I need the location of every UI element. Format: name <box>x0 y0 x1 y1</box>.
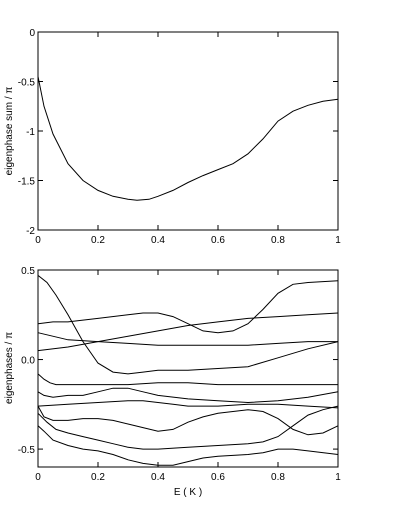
top-x-tick-label: 1 <box>335 235 341 246</box>
top-y-tick-label: -1.5 <box>18 177 36 188</box>
top-ticks-group: 0 0.2 0.4 0.6 0.8 1 0 -0.5 -1 -1.5 -2 <box>18 28 341 246</box>
bottom-series-5-line <box>37 373 338 386</box>
bottom-series-6-line <box>37 387 339 404</box>
top-panel: 0 0.2 0.4 0.6 0.8 1 0 -0.5 -1 -1.5 -2 eigenphase s… <box>4 28 341 246</box>
top-x-tick-label: 0.4 <box>151 235 165 246</box>
bottom-series-7-line <box>37 400 339 409</box>
top-y-tick-label: -2 <box>26 226 35 237</box>
bottom-x-tick-label: 0.6 <box>211 472 225 483</box>
top-y-axis-title: eigenphase sum / π <box>4 87 15 176</box>
bottom-series-9-line <box>37 405 339 450</box>
bottom-series-8-line <box>37 405 339 436</box>
bottom-y-axis-title: eigenphases / π <box>4 332 15 404</box>
bottom-series-10-line <box>37 425 339 466</box>
top-y-tick-label: -0.5 <box>18 78 36 89</box>
top-plot-frame <box>37 31 339 231</box>
bottom-y-tick-label: 0.0 <box>21 356 35 367</box>
bottom-x-tick-label: 0.8 <box>271 472 285 483</box>
bottom-x-tick-label: 1 <box>335 472 341 483</box>
bottom-series-1-line <box>37 275 339 375</box>
bottom-ticks-group: 0 0.2 0.4 0.6 0.8 1 0.5 0.0 -0.5 <box>18 266 341 483</box>
bottom-series-group <box>37 275 339 466</box>
bottom-x-tick-label: 0.4 <box>151 472 165 483</box>
top-y-tick-label: 0 <box>29 28 35 39</box>
bottom-x-tick-label: 0 <box>35 472 41 483</box>
top-x-tick-label: 0.2 <box>91 235 105 246</box>
top-series-1-line <box>37 76 339 201</box>
bottom-series-4-line <box>37 332 338 346</box>
top-series-group <box>37 76 339 201</box>
bottom-x-tick-label: 0.2 <box>91 472 105 483</box>
bottom-plot-frame <box>37 269 339 468</box>
top-x-tick-label: 0.8 <box>271 235 285 246</box>
top-x-tick-label: 0 <box>35 235 41 246</box>
top-x-tick-label: 0.6 <box>211 235 225 246</box>
bottom-y-tick-label: 0.5 <box>21 266 35 277</box>
bottom-panel: 0 0.2 0.4 0.6 0.8 1 0.5 0.0 -0.5 eigenphases / π… <box>4 266 341 498</box>
bottom-series-2-line <box>37 280 339 334</box>
bottom-series-3-line <box>37 312 339 352</box>
bottom-x-axis-title: E ( K ) <box>174 487 202 498</box>
top-y-tick-label: -1 <box>26 127 35 138</box>
bottom-y-tick-label: -0.5 <box>18 445 36 456</box>
